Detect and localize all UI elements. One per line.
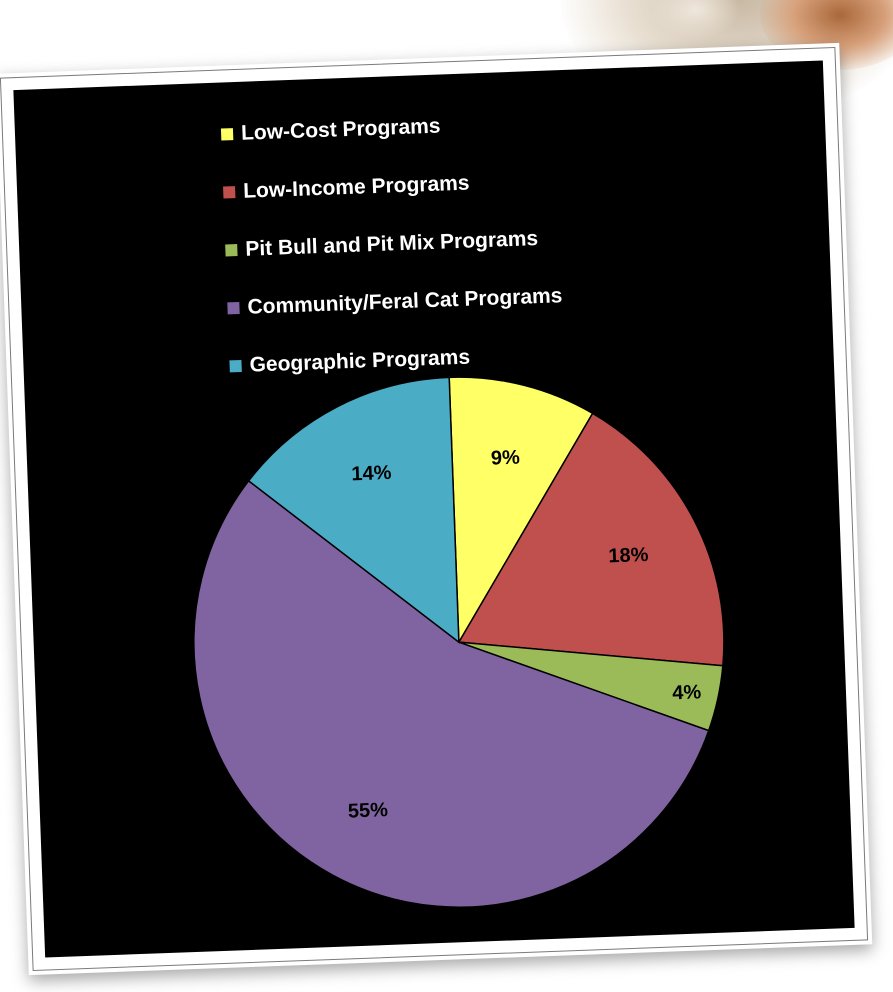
legend-swatch-4 <box>229 359 242 373</box>
chart-frame: Low-Cost Programs Low-Income Programs Pit … <box>0 42 873 976</box>
legend-swatch-3 <box>227 301 240 315</box>
legend-swatch-0 <box>220 128 234 141</box>
legend-label-3: Community/Feral Cat Programs <box>247 284 563 319</box>
data-label-3: 55% <box>347 799 388 822</box>
pie-slice-1 <box>457 412 725 667</box>
pie-slice-3 <box>193 479 710 908</box>
data-label-0: 9% <box>491 447 521 470</box>
pie <box>193 376 725 908</box>
data-label-1: 18% <box>608 544 649 567</box>
chart-panel: Low-Cost Programs Low-Income Programs Pit … <box>13 60 855 958</box>
legend-label-2: Pit Bull and Pit Mix Programs <box>245 227 539 261</box>
data-label-4: 14% <box>351 462 392 485</box>
pie-slice-4 <box>247 376 460 644</box>
pie-chart: Low-Cost Programs Low-Income Programs Pit … <box>193 115 725 908</box>
legend-swatch-1 <box>223 186 236 199</box>
legend-label-1: Low-Income Programs <box>243 171 470 202</box>
legend: Low-Cost Programs Low-Income Programs Pit … <box>220 115 563 377</box>
legend-swatch-2 <box>225 244 238 257</box>
pie-slice-0 <box>448 376 594 645</box>
data-labels: 9% 18% 4% 55% 14% <box>347 447 702 823</box>
legend-label-4: Geographic Programs <box>249 346 470 377</box>
frame-border: Low-Cost Programs Low-Income Programs Pit … <box>0 46 869 972</box>
legend-label-0: Low-Cost Programs <box>241 115 441 145</box>
data-label-2: 4% <box>672 681 702 704</box>
